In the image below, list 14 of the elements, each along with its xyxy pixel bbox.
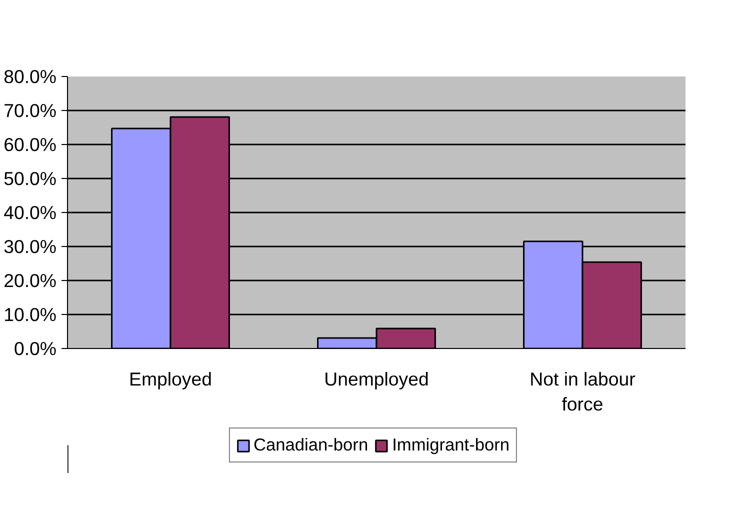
y-tick-label: 40.0% bbox=[4, 202, 57, 223]
y-tick-label: 70.0% bbox=[4, 100, 57, 121]
y-tick-label: 20.0% bbox=[4, 270, 57, 291]
y-tick-label: 80.0% bbox=[4, 66, 57, 87]
y-tick-label: 30.0% bbox=[4, 236, 57, 257]
y-tick-label: 10.0% bbox=[4, 304, 57, 325]
y-tick-label: 50.0% bbox=[4, 168, 57, 189]
x-tick-label: Unemployed bbox=[324, 368, 429, 390]
y-tick-label: 0.0% bbox=[14, 338, 57, 359]
legend-label: Immigrant-born bbox=[392, 434, 510, 456]
x-tick-label: Employed bbox=[129, 368, 212, 390]
legend-label: Canadian-born bbox=[253, 434, 368, 456]
x-tick-label: Not in labour force bbox=[530, 368, 636, 415]
y-tick-label: 60.0% bbox=[4, 134, 57, 155]
